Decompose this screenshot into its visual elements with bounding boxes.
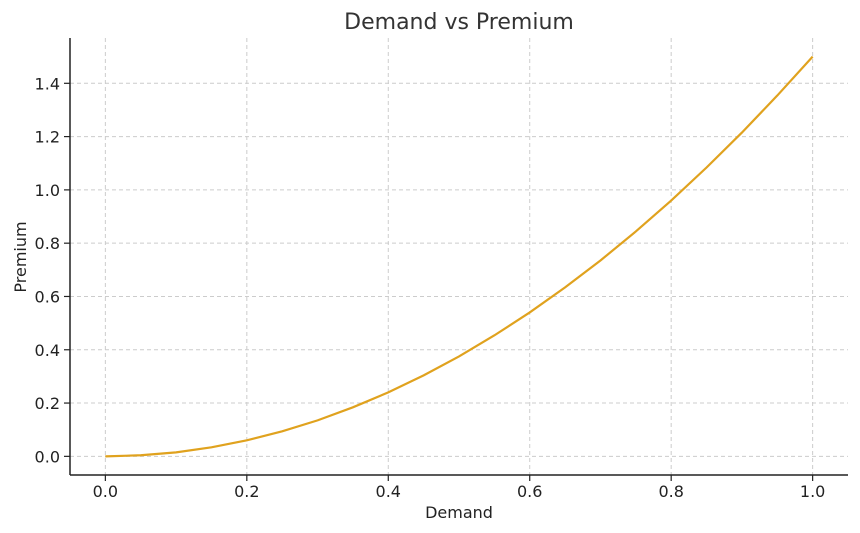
- x-tick-label: 0.2: [234, 482, 259, 501]
- x-tick-label: 0.6: [517, 482, 542, 501]
- y-tick-label: 1.4: [35, 74, 60, 93]
- x-tick-label: 1.0: [800, 482, 825, 501]
- axes: [69, 38, 848, 476]
- chart-title: Demand vs Premium: [344, 10, 574, 35]
- series-layer: [105, 55, 814, 458]
- y-axis-label: Premium: [11, 221, 30, 292]
- x-tick-label: 0.0: [93, 482, 118, 501]
- y-tick-label: 1.2: [35, 128, 60, 147]
- y-tick-label: 0.2: [35, 394, 60, 413]
- y-tick-label: 0.6: [35, 287, 60, 306]
- y-tick-label: 1.0: [35, 181, 60, 200]
- y-ticks: 0.0 0.2 0.4 0.6 0.8 1.0 1.2 1.4: [35, 74, 70, 466]
- x-ticks: 0.0 0.2 0.4 0.6 0.8 1.0: [93, 475, 825, 501]
- x-tick-label: 0.8: [658, 482, 683, 501]
- y-tick-label: 0.8: [35, 234, 60, 253]
- x-axis-label: Demand: [425, 503, 493, 522]
- grid: [70, 38, 848, 475]
- series-line-0: [105, 55, 814, 458]
- y-tick-label: 0.4: [35, 341, 60, 360]
- y-tick-label: 0.0: [35, 447, 60, 466]
- x-tick-label: 0.4: [376, 482, 401, 501]
